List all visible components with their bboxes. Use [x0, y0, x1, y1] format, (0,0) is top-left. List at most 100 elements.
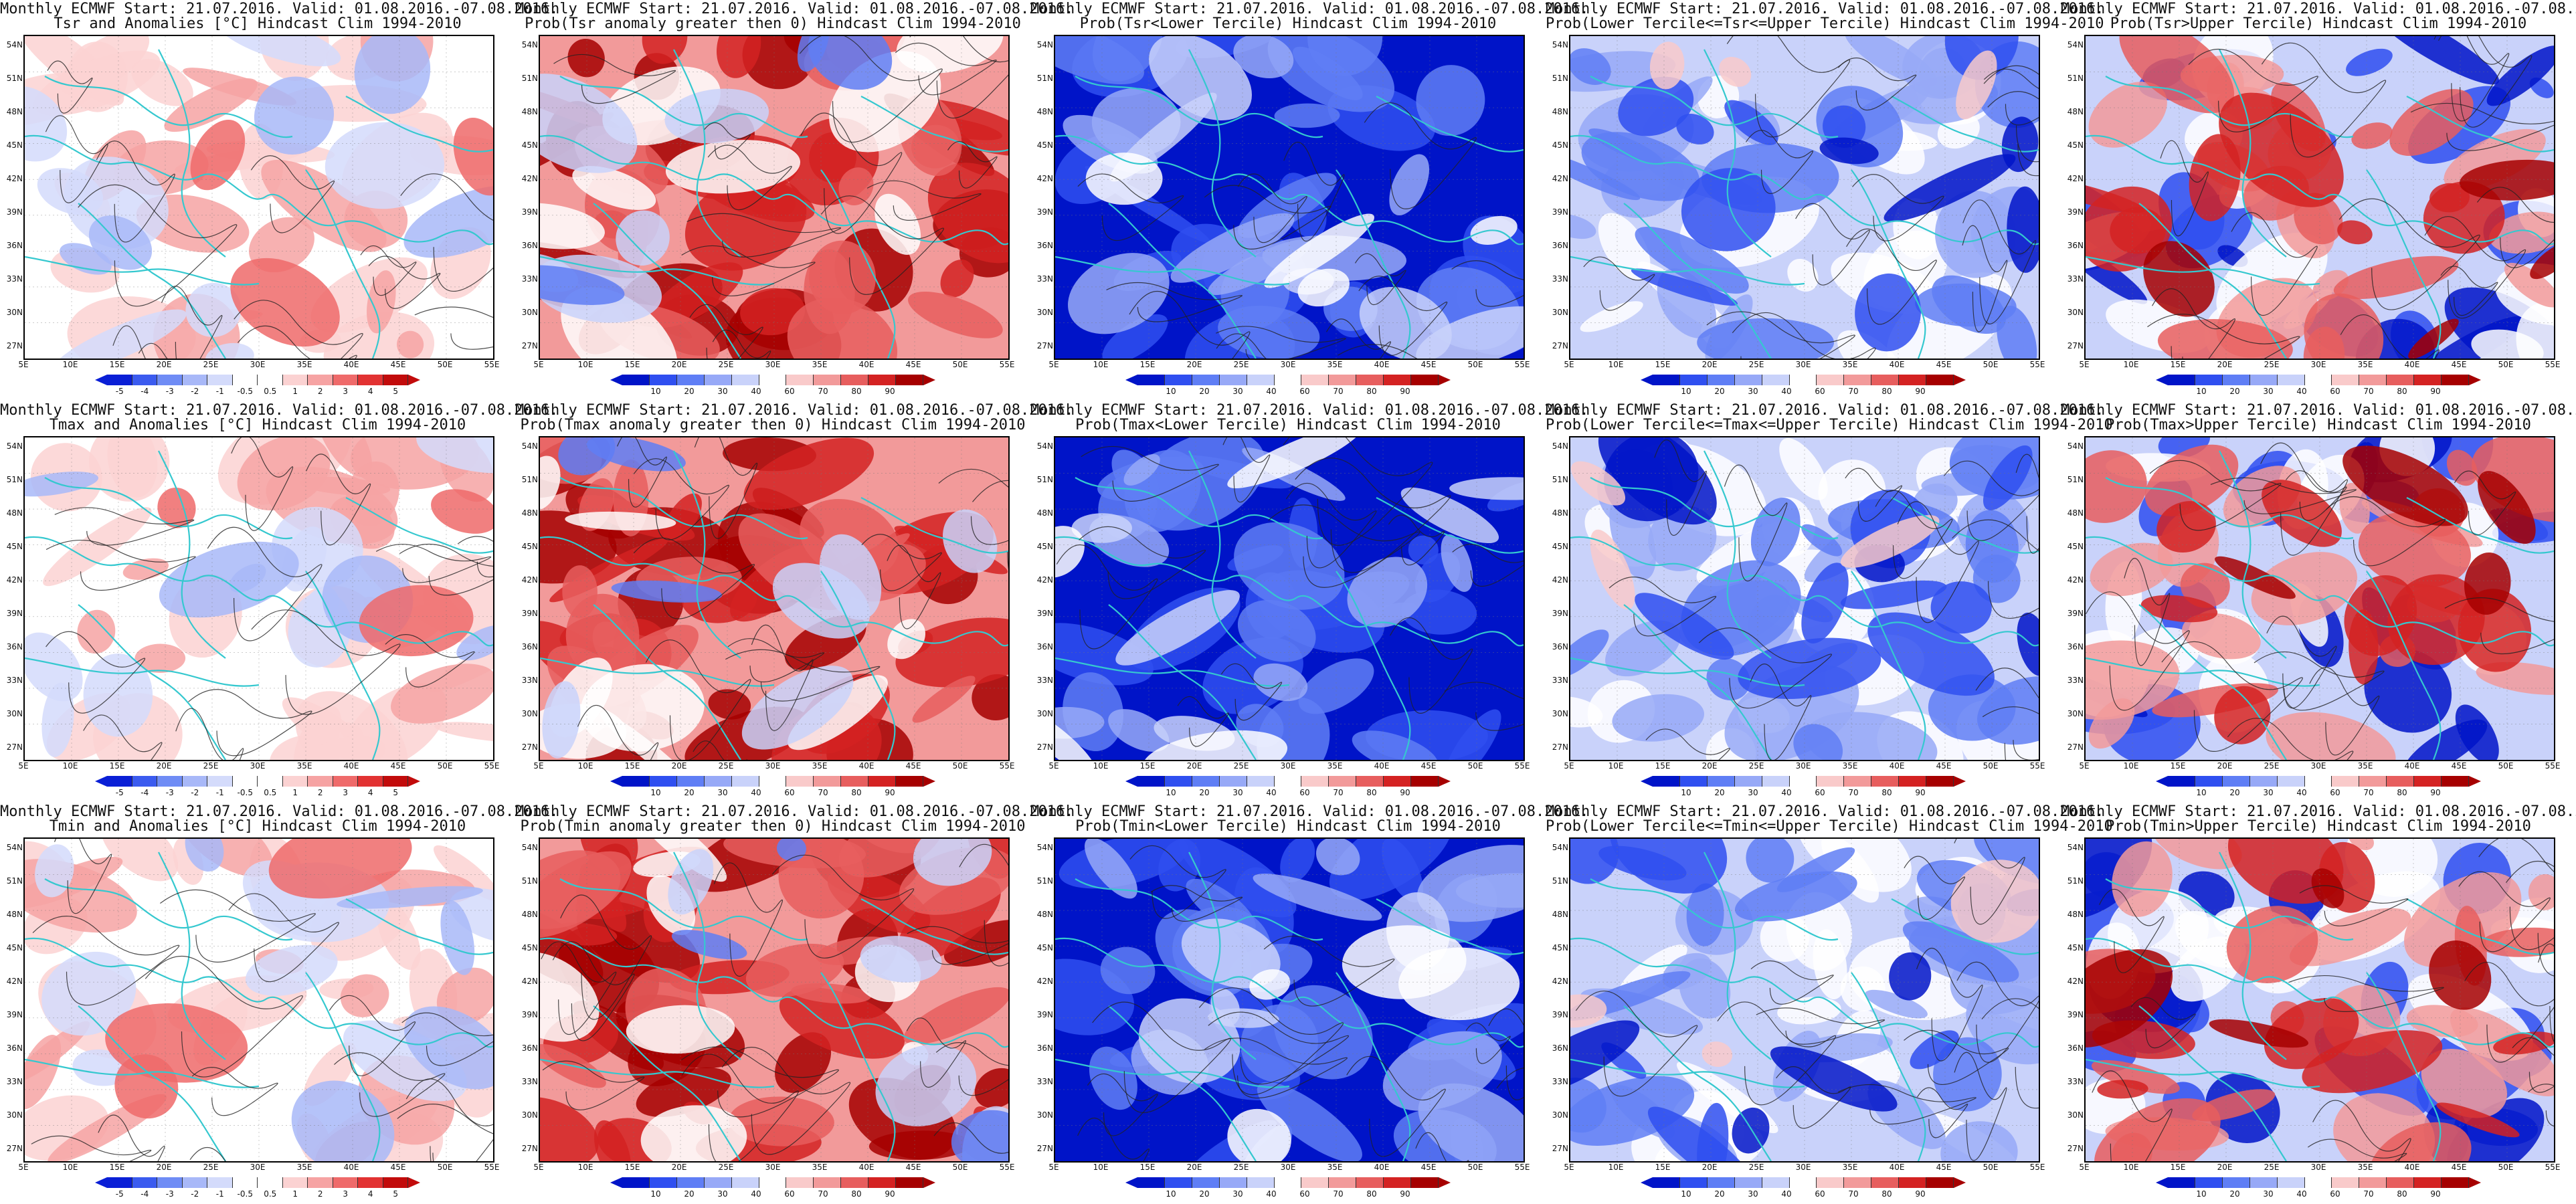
- colorbar-segment: [1411, 1177, 1439, 1188]
- lon-label: 55E: [484, 761, 500, 771]
- lon-label: 20E: [1701, 761, 1718, 771]
- colorbar-tick: 70: [2363, 387, 2374, 396]
- panel-header: Monthly ECMWF Start: 21.07.2016. Valid: …: [0, 1, 559, 17]
- colorbar-tick: 90: [1915, 1189, 1926, 1199]
- colorbar-tick: 80: [1881, 387, 1892, 396]
- lat-label: 39N: [2067, 609, 2084, 618]
- lon-label: 50E: [952, 360, 968, 369]
- map-field: [25, 839, 493, 1161]
- lon-label: 40E: [343, 1163, 359, 1172]
- colorbar-min-arrow: [95, 375, 107, 385]
- lat-label: 42N: [1552, 575, 1568, 585]
- colorbar-segment: [1356, 375, 1384, 385]
- colorbar-max-arrow: [1954, 1177, 1966, 1188]
- colorbar-segment: [786, 1177, 814, 1188]
- lon-label: 30E: [250, 360, 266, 369]
- lon-label: 55E: [2029, 360, 2045, 369]
- panel-header: Monthly ECMWF Start: 21.07.2016. Valid: …: [0, 803, 559, 820]
- lon-label: 10E: [1093, 1163, 1109, 1172]
- lon-label: 30E: [2310, 360, 2326, 369]
- panel-header: Monthly ECMWF Start: 21.07.2016. Valid: …: [2061, 803, 2576, 820]
- colorbar-segment: [1707, 375, 1735, 385]
- lon-label: 50E: [1983, 1163, 1999, 1172]
- lon-label: 35E: [2357, 360, 2373, 369]
- lat-label: 45N: [6, 140, 23, 150]
- lat-label: 48N: [2067, 107, 2084, 116]
- map-field: [1055, 437, 1524, 760]
- lon-label: 25E: [203, 761, 219, 771]
- colorbar-segment: [1192, 1177, 1220, 1188]
- lat-label: 36N: [521, 642, 538, 651]
- lat-label: 27N: [1036, 341, 1053, 350]
- lon-label: 5E: [533, 360, 544, 369]
- panel-header: Monthly ECMWF Start: 21.07.2016. Valid: …: [515, 402, 1074, 419]
- lat-label: 30N: [1036, 308, 1053, 317]
- colorbar-tick: 70: [1848, 1189, 1859, 1199]
- colorbar-segment: [649, 1177, 677, 1188]
- colorbar-segment: [1356, 1177, 1384, 1188]
- lat-label: 48N: [1036, 107, 1053, 116]
- colorbar-labels: 10 20 30 40 60 70 80 90: [1653, 788, 1954, 799]
- colorbar-segment: [1762, 776, 1790, 787]
- lat-label: 45N: [6, 943, 23, 952]
- lon-label: 40E: [858, 1163, 875, 1172]
- lat-label: 42N: [1552, 977, 1568, 986]
- colorbar-tick: -4: [141, 788, 149, 797]
- map-field: [540, 437, 1008, 760]
- map-panel: Monthly ECMWF Start: 21.07.2016. Valid: …: [2061, 803, 2576, 1204]
- map-field: [540, 36, 1008, 359]
- colorbar-segment: [1734, 1177, 1762, 1188]
- colorbar-segment: [2387, 776, 2415, 787]
- lon-label: 20E: [1701, 1163, 1718, 1172]
- colorbar-segment: [232, 1177, 258, 1188]
- lon-label: 10E: [2123, 1163, 2139, 1172]
- lon-label: 40E: [1374, 761, 1390, 771]
- colorbar-segment: [1762, 375, 1790, 385]
- lon-label: 25E: [1233, 1163, 1249, 1172]
- panel-title: Tsr and Anomalies [°C] Hindcast Clim 199…: [54, 15, 462, 32]
- colorbar-tick: -1: [215, 1189, 224, 1199]
- lon-label: 55E: [2545, 360, 2561, 369]
- colorbar-segment: [1384, 776, 1412, 787]
- colorbar-segment: [232, 776, 258, 787]
- colorbar-segment: [107, 1177, 132, 1188]
- colorbar-segment: [383, 1177, 408, 1188]
- colorbar-segment: [2359, 1177, 2387, 1188]
- lon-label: 35E: [2357, 761, 2373, 771]
- map-panel: Monthly ECMWF Start: 21.07.2016. Valid: …: [0, 803, 559, 1204]
- lon-label: 40E: [343, 360, 359, 369]
- colorbar-max-arrow: [2469, 375, 2481, 385]
- colorbar-tick: 90: [2430, 387, 2441, 396]
- map-canvas: [2084, 35, 2555, 360]
- map-canvas: [23, 837, 494, 1163]
- lat-label: 51N: [6, 876, 23, 886]
- color-bar: [95, 776, 420, 787]
- colorbar-segment: [759, 776, 787, 787]
- lon-label: 20E: [2217, 1163, 2233, 1172]
- colorbar-segment: [649, 776, 677, 787]
- lon-label: 50E: [437, 761, 453, 771]
- colorbar-segment: [2304, 1177, 2332, 1188]
- lat-label: 36N: [6, 241, 23, 250]
- colorbar-tick: 40: [2296, 1189, 2307, 1199]
- lat-label: 54N: [6, 40, 23, 49]
- lat-label: 42N: [6, 977, 23, 986]
- colorbar-tick: 20: [1714, 788, 1725, 797]
- colorbar-segment: [182, 1177, 207, 1188]
- lat-label: 42N: [521, 174, 538, 183]
- panel-header: Monthly ECMWF Start: 21.07.2016. Valid: …: [1030, 803, 1589, 820]
- colorbar-segment: [841, 375, 869, 385]
- colorbar-labels: 10 20 30 40 60 70 80 90: [1137, 1189, 1439, 1200]
- colorbar-tick: 30: [1232, 387, 1243, 396]
- lon-label: 45E: [905, 360, 921, 369]
- panel-header: Monthly ECMWF Start: 21.07.2016. Valid: …: [1030, 1, 1589, 17]
- colorbar-segment: [731, 776, 759, 787]
- lon-label: 25E: [718, 360, 734, 369]
- colorbar-max-arrow: [1954, 375, 1966, 385]
- lat-label: 48N: [6, 508, 23, 518]
- colorbar-tick: 30: [2263, 788, 2274, 797]
- colorbar-segment: [1789, 1177, 1817, 1188]
- map-panel: Monthly ECMWF Start: 21.07.2016. Valid: …: [0, 401, 558, 803]
- lon-label: 45E: [1420, 360, 1437, 369]
- colorbar-tick: 90: [1400, 788, 1410, 797]
